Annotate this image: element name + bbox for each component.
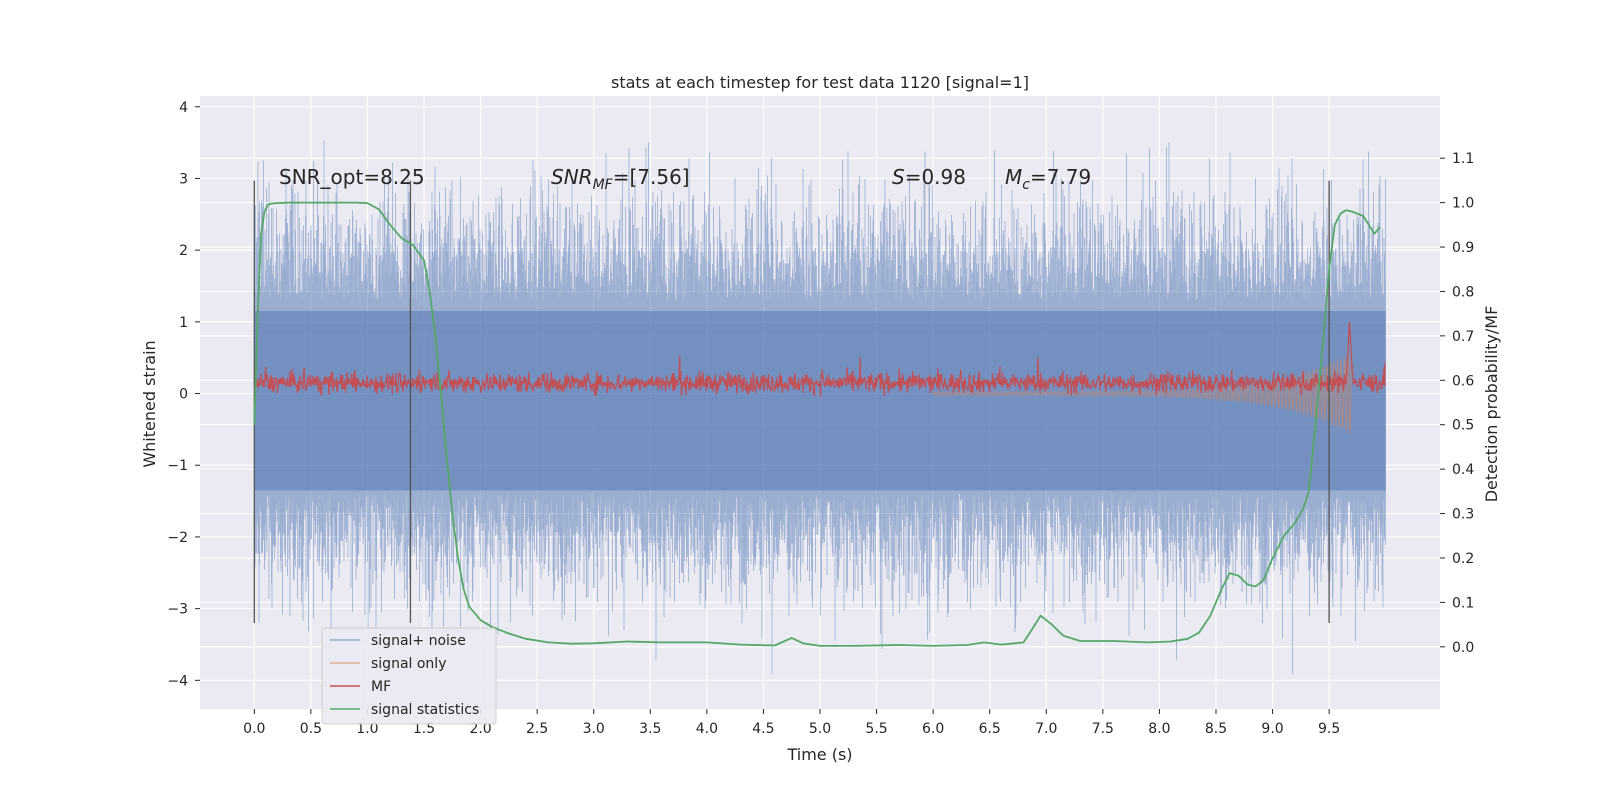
y-tick-label: −2	[167, 530, 188, 546]
legend-label-mf: MF	[371, 679, 391, 695]
right-y-axis: 1.1 1.0 0.9 0.8 0.7 0.6 0.5 0.4 0.3 0.2 0.1 0.0	[1440, 151, 1474, 656]
legend-label-signal-only: signal only	[371, 656, 446, 672]
x-tick-label: 0.0	[243, 721, 265, 737]
y-tick-label: 0	[179, 387, 188, 403]
s-annotation: S=0.98	[892, 165, 966, 189]
y2-tick-label: 0.5	[1452, 418, 1474, 434]
y2-tick-label: 0.6	[1452, 373, 1474, 389]
signal-noise-trace	[254, 140, 1386, 675]
x-tick-label: 7.0	[1035, 721, 1057, 737]
x-tick-label: 5.5	[865, 721, 887, 737]
y2-tick-label: 0.2	[1452, 551, 1474, 567]
snr-opt-annotation: SNR_opt=8.25	[279, 165, 425, 189]
legend: signal+ noise signal only MF signal stat…	[321, 627, 497, 725]
y2-tick-label: 1.0	[1452, 196, 1474, 212]
mc-subscript: c	[1022, 177, 1030, 193]
legend-label-signal-statistics: signal statistics	[371, 702, 479, 718]
snr-mf-annotation: SNRMF=[7.56]	[551, 165, 690, 193]
y-axis-title: Whitened strain	[140, 340, 159, 467]
y-tick-label: 2	[179, 243, 188, 259]
x-tick-label: 1.5	[413, 721, 435, 737]
x-tick-label: 8.0	[1148, 721, 1170, 737]
mf-trace	[253, 321, 1386, 398]
mc-annotation: Mc=7.79	[1005, 165, 1091, 193]
signal-statistics-trace	[253, 201, 1381, 647]
x-tick-label: 5.0	[809, 721, 831, 737]
s-value: =0.98	[905, 165, 966, 189]
y2-tick-label: 0.1	[1452, 595, 1474, 611]
y-tick-label: −3	[167, 602, 188, 618]
x-tick-label: 4.5	[752, 721, 774, 737]
snr-mf-subscript: MF	[593, 177, 614, 193]
x-tick-label: 8.5	[1205, 721, 1227, 737]
legend-label-signal-noise: signal+ noise	[371, 633, 466, 649]
x-tick-label: 9.0	[1261, 721, 1283, 737]
legend-box	[321, 627, 497, 725]
x-tick-label: 7.5	[1092, 721, 1114, 737]
y-tick-label: −4	[167, 673, 188, 689]
x-tick-label: 0.5	[300, 721, 322, 737]
x-tick-label: 2.0	[469, 721, 491, 737]
x-tick-label: 4.0	[696, 721, 718, 737]
left-y-axis: 4 3 2 1 0 −1 −2 −3 −4	[167, 100, 200, 689]
x-tick-label: 3.5	[639, 721, 661, 737]
y-tick-label: 1	[179, 315, 188, 331]
chart-title: stats at each timestep for test data 112…	[611, 73, 1029, 92]
y2-tick-label: 0.3	[1452, 507, 1474, 523]
y-tick-label: 3	[179, 171, 188, 187]
y-tick-label: −1	[167, 458, 188, 474]
s-symbol: S	[892, 165, 905, 189]
x-tick-label: 6.0	[922, 721, 944, 737]
y2-tick-label: 0.7	[1452, 329, 1474, 345]
signal-only-trace	[932, 351, 1353, 435]
y2-tick-label: 0.9	[1452, 240, 1474, 256]
noise-spikes	[254, 140, 1386, 675]
x-axis-title: Time (s)	[786, 745, 852, 764]
y2-tick-label: 0.0	[1452, 640, 1474, 656]
y2-tick-label: 1.1	[1452, 151, 1474, 167]
mf-line	[253, 321, 1386, 398]
snr-mf-symbol: SNR	[551, 165, 593, 189]
snr-mf-value: =[7.56]	[613, 165, 690, 189]
signal-only-line	[932, 351, 1353, 435]
y-tick-label: 4	[179, 100, 188, 116]
x-axis: 0.0 0.5 1.0 1.5 2.0 2.5 3.0 3.5 4.0 4.5 5.0 5.5 6.0 6…	[243, 709, 1340, 737]
x-tick-label: 6.5	[979, 721, 1001, 737]
signal-statistics-line	[253, 201, 1381, 647]
x-tick-label: 2.5	[526, 721, 548, 737]
y2-axis-title: Detection probability/MF	[1482, 306, 1501, 503]
y2-tick-label: 0.4	[1452, 462, 1474, 478]
mc-symbol: M	[1005, 165, 1022, 189]
x-tick-label: 9.5	[1318, 721, 1340, 737]
mc-value: =7.79	[1030, 165, 1091, 189]
x-tick-label: 3.0	[583, 721, 605, 737]
y2-tick-label: 0.8	[1452, 284, 1474, 300]
x-tick-label: 1.0	[356, 721, 378, 737]
